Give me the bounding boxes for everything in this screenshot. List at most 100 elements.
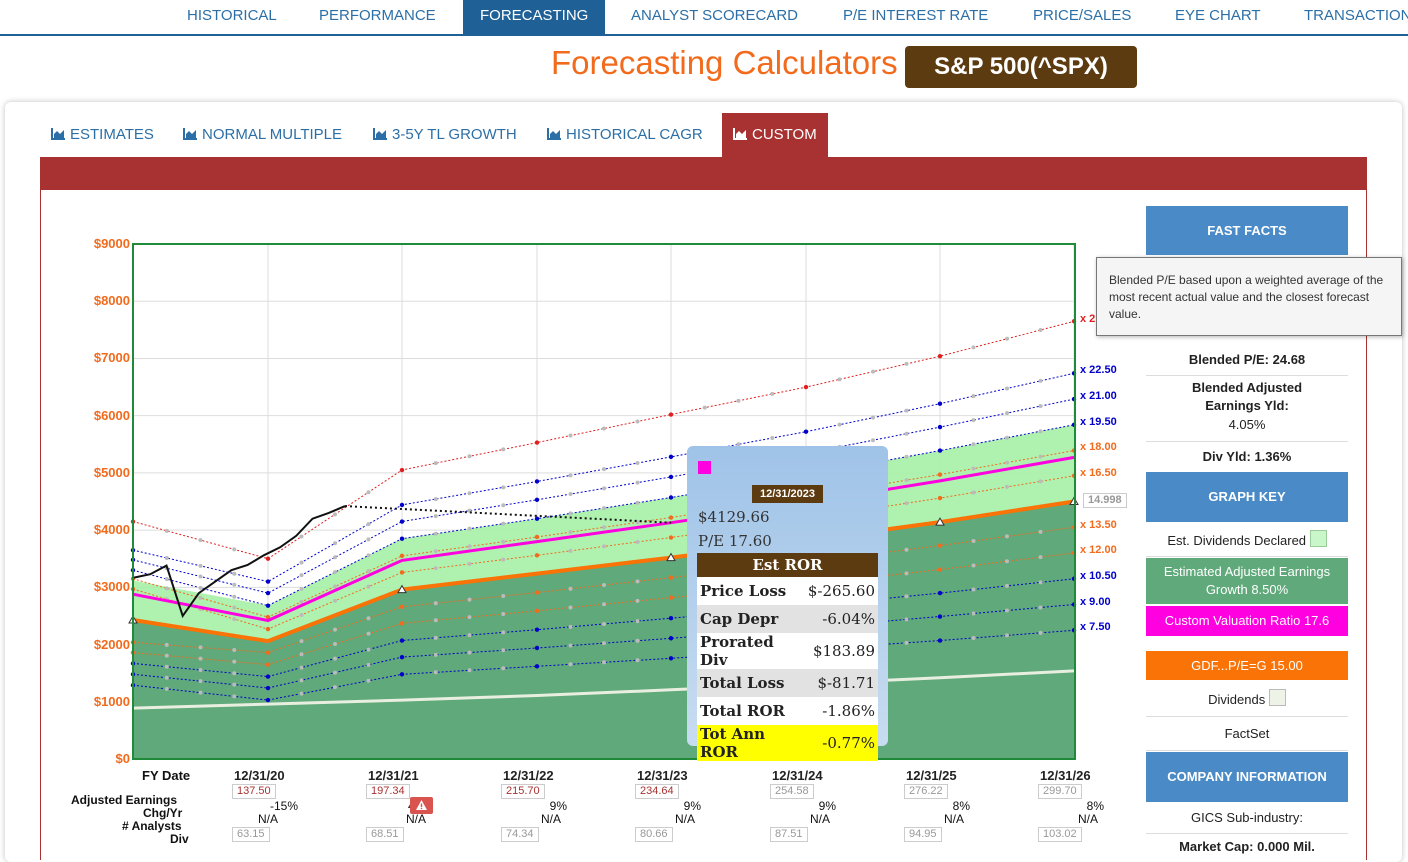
earnings-value: 215.70 — [501, 784, 545, 799]
pe-midpoint — [602, 621, 606, 626]
pe-midpoint — [1038, 404, 1043, 409]
pe-midpoint — [568, 511, 573, 516]
pe-midpoint — [366, 662, 371, 667]
pe-midpoint — [299, 586, 304, 591]
pe-line — [132, 552, 1075, 666]
pe-midpoint — [164, 653, 169, 658]
pe-midpoint — [366, 490, 371, 495]
pe-point — [937, 567, 943, 572]
pe-midpoint — [164, 556, 169, 561]
pe-midpoint — [568, 624, 573, 629]
tab-forecasting[interactable]: FORECASTING — [463, 0, 606, 34]
x-date-label: 12/31/26 — [1040, 768, 1091, 783]
pe-point — [937, 401, 943, 406]
pe-midpoint — [501, 648, 506, 653]
row-value: -6.04% — [804, 605, 878, 633]
pe-midpoint — [568, 492, 573, 497]
tab-analyst-scorecard[interactable]: ANALYST SCORECARD — [631, 7, 798, 24]
pe-point — [668, 595, 674, 600]
blended-pe-tooltip: Blended P/E based upon a weighted averag… — [1096, 257, 1402, 336]
x-date-label: 12/31/22 — [503, 768, 554, 783]
key-est-dividends[interactable]: Est. Dividends Declared — [1146, 522, 1348, 557]
tab-eye-chart[interactable]: EYE CHART — [1175, 7, 1261, 24]
pe-line — [132, 372, 1075, 583]
div-value: 68.51 — [366, 827, 404, 842]
subtab-normal-multiple[interactable]: NORMAL MULTIPLE — [183, 113, 342, 157]
pe-midpoint — [198, 538, 203, 543]
analysts-value: N/A — [944, 812, 965, 826]
pe-point — [534, 516, 540, 521]
pe-midpoint — [299, 652, 304, 657]
pe-point — [937, 543, 943, 548]
pe-midpoint — [1005, 460, 1009, 465]
warning-icon[interactable] — [410, 797, 433, 814]
pe-midpoint — [467, 633, 472, 638]
tab-price-sales[interactable]: PRICE/SALES — [1033, 7, 1132, 24]
pe-midpoint — [433, 566, 438, 571]
pe-point — [265, 674, 271, 679]
subtab-custom[interactable]: CUSTOM — [722, 113, 828, 157]
popup-pe: P/E 17.60 — [698, 532, 772, 550]
key-dividends[interactable]: Dividends — [1146, 682, 1348, 717]
y-tick-label: $6000 — [93, 407, 130, 423]
pe-midpoint — [971, 635, 976, 640]
analysts-value: N/A — [1078, 812, 1099, 826]
pe-point — [399, 654, 405, 660]
x-date-label: 12/31/23 — [637, 768, 688, 783]
gics-sub-industry: GICS Sub-industry: — [1146, 802, 1348, 834]
tab-transactions[interactable]: TRANSACTIONS — [1304, 7, 1408, 24]
y-tick-label: $9000 — [93, 236, 130, 251]
key-custom-ratio[interactable]: Custom Valuation Ratio 17.6 — [1146, 606, 1348, 636]
pe-midpoint — [1005, 534, 1009, 539]
row-value: $183.89 — [804, 633, 878, 669]
tab-pe-interest-rate[interactable]: P/E INTEREST RATE — [843, 7, 989, 24]
pe-midpoint — [904, 571, 909, 576]
pe-multiple-label: x 9.00 — [1080, 596, 1111, 608]
pe-midpoint — [904, 431, 909, 436]
y-tick-label: $7000 — [93, 350, 130, 366]
tab-historical[interactable]: HISTORICAL — [187, 7, 277, 24]
chart-icon — [733, 128, 747, 140]
pe-midpoint — [299, 612, 304, 617]
y-tick-label: $0 — [115, 751, 130, 766]
blended-pe: Blended P/E: 24.68 — [1146, 345, 1348, 376]
pe-midpoint — [198, 690, 203, 695]
subtab-estimates[interactable]: ESTIMATES — [51, 113, 154, 157]
pe-midpoint — [299, 573, 304, 578]
key-factset[interactable]: FactSet — [1146, 718, 1348, 751]
pe-point — [265, 579, 271, 584]
pe-midpoint — [602, 583, 606, 588]
pe-midpoint — [433, 497, 438, 502]
series-marker — [698, 461, 711, 474]
tab-performance[interactable]: PERFORMANCE — [319, 7, 436, 24]
popup-date: 12/31/2023 — [752, 485, 823, 503]
gdf-marker — [666, 552, 676, 562]
subtab-label: HISTORICAL CAGR — [566, 126, 703, 143]
pe-midpoint — [164, 664, 169, 669]
subtab-3-5y-tl-growth[interactable]: 3-5Y TL GROWTH — [373, 113, 517, 157]
pe-midpoint — [433, 635, 438, 640]
table-row: Total Loss $-81.71 — [697, 669, 878, 697]
earnings-value: 234.64 — [635, 784, 679, 799]
earnings-value: 137.50 — [232, 784, 276, 799]
pe-midpoint — [299, 665, 304, 670]
key-gdf[interactable]: GDF...P/E=G 15.00 — [1146, 651, 1348, 680]
pe-point — [668, 616, 674, 621]
pe-point — [399, 672, 405, 677]
pe-point — [534, 497, 540, 502]
subtab-historical-cagr[interactable]: HISTORICAL CAGR — [547, 113, 703, 157]
pe-midpoint — [602, 544, 606, 549]
pe-midpoint — [366, 522, 371, 527]
pe-point — [668, 636, 674, 641]
key-earnings-growth[interactable]: Estimated Adjusted Earnings Growth 8.50% — [1146, 558, 1348, 604]
pe-midpoint — [602, 486, 606, 491]
div-yld: Div Yld: 1.36% — [1146, 442, 1348, 473]
subtab-label: NORMAL MULTIPLE — [202, 126, 343, 143]
pe-point — [265, 590, 271, 596]
pe-midpoint — [1038, 479, 1043, 484]
pe-midpoint — [232, 605, 237, 610]
pe-midpoint — [635, 638, 640, 643]
pe-midpoint — [501, 611, 506, 616]
div-value: 87.51 — [770, 827, 808, 842]
pe-midpoint — [501, 447, 506, 452]
